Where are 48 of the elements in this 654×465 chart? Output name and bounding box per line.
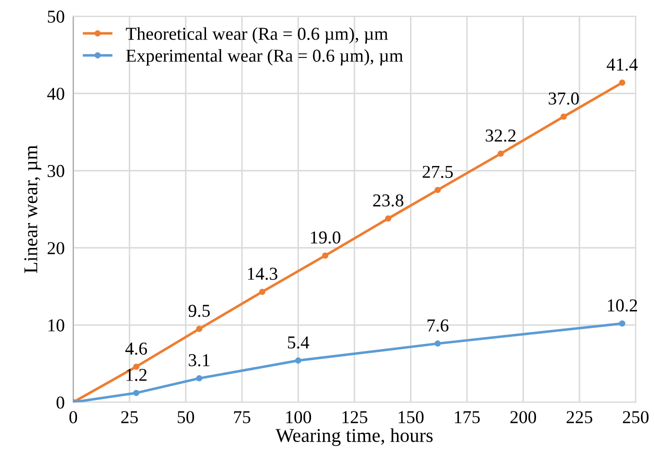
point [295, 357, 302, 364]
data-label: 23.8 [373, 194, 404, 207]
y-tick-label: 10 [48, 319, 64, 332]
y-tick-label: 0 [56, 396, 64, 409]
point [434, 340, 441, 347]
data-label: 19.0 [311, 231, 340, 244]
legend-label: Theoretical wear (Ra = 0.6 µm), µm [126, 27, 388, 44]
data-label: 3.1 [188, 354, 210, 366]
point [385, 215, 392, 222]
x-tick-label: 250 [622, 411, 649, 424]
y-tick-label: 50 [48, 10, 64, 23]
point [619, 80, 626, 86]
x-tick-label: 100 [286, 411, 312, 424]
data-label: 5.4 [288, 336, 310, 349]
legend-label: Experimental wear (Ra = 0.6 µm), µm [126, 49, 403, 66]
x-tick-label: 50 [178, 411, 194, 424]
point [498, 150, 504, 157]
data-label: 4.6 [125, 342, 147, 355]
data-label: 7.6 [428, 319, 448, 332]
x-tick-label: 150 [398, 411, 424, 424]
point [619, 320, 626, 327]
x-tick-label: 75 [234, 411, 250, 424]
x-tick-label: 200 [510, 411, 536, 424]
data-label: 27.5 [422, 166, 453, 178]
point [196, 326, 202, 332]
data-label: 9.5 [188, 304, 210, 317]
x-tick-label: 225 [566, 411, 592, 424]
point [133, 390, 140, 396]
point [560, 113, 567, 120]
point [322, 252, 328, 259]
data-label: 37.0 [548, 92, 579, 105]
y-axis-title: Linear wear, µm [24, 145, 42, 274]
y-tick-label: 30 [48, 164, 64, 178]
point [259, 288, 266, 295]
x-tick-label: 175 [455, 411, 480, 424]
data-label: 1.2 [126, 368, 147, 382]
point [196, 375, 202, 382]
data-label: 14.3 [248, 268, 278, 280]
data-label: 10.2 [608, 299, 637, 312]
y-tick-label: 40 [47, 88, 64, 100]
x-tick-label: 0 [69, 411, 78, 424]
point [434, 186, 441, 194]
x-tick-label: 25 [121, 411, 138, 424]
x-axis-title: Wearing time, hours [276, 428, 433, 446]
data-label: 32.2 [486, 130, 516, 142]
x-tick-label: 125 [342, 411, 368, 424]
data-label: 41.4 [606, 58, 638, 71]
y-tick-label: 20 [48, 242, 64, 254]
